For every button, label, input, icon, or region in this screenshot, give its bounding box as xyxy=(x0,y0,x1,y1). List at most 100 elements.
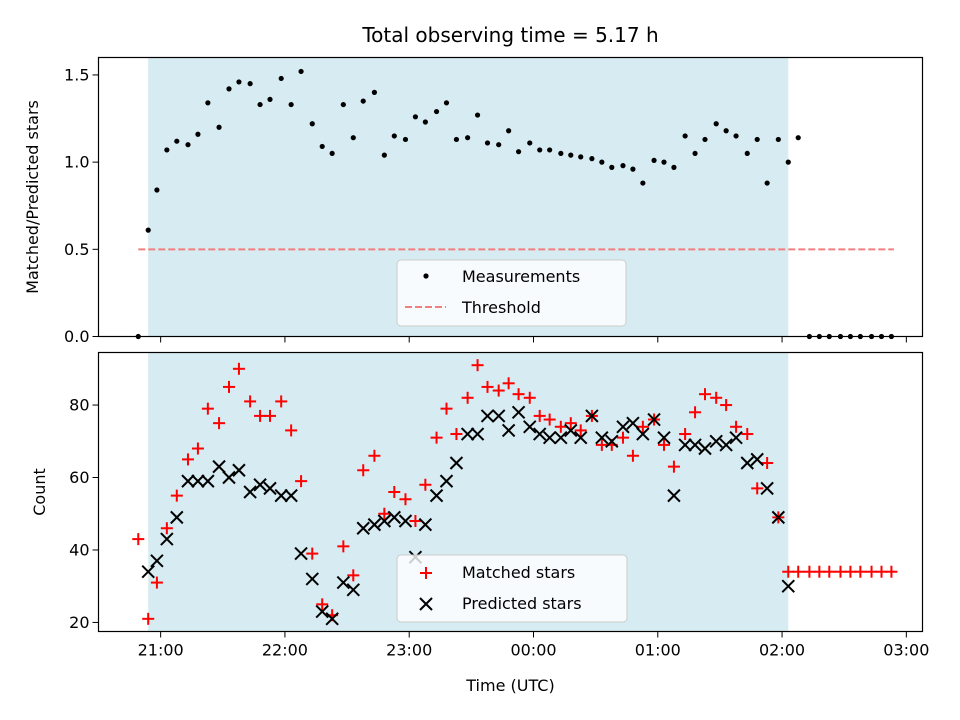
measurement-point xyxy=(661,159,667,165)
predicted-point xyxy=(585,409,599,423)
matched-point xyxy=(792,565,805,578)
legend: Matched stars Predicted stars xyxy=(396,554,628,623)
matched-point xyxy=(160,522,173,535)
plot-frame xyxy=(97,351,924,633)
predicted-point xyxy=(141,565,155,579)
predicted-point xyxy=(222,470,236,485)
predicted-point xyxy=(232,463,246,477)
chart-title: Total observing time = 5.17 h xyxy=(361,23,658,47)
predicted-point xyxy=(709,434,723,448)
measurement-point xyxy=(651,157,657,163)
predicted-point-b xyxy=(439,474,454,488)
predicted-point xyxy=(636,427,650,441)
matched-point xyxy=(679,428,692,441)
x-tick-label: 01:00 xyxy=(635,641,681,660)
predicted-point-b xyxy=(585,409,599,423)
predicted-point xyxy=(336,575,351,590)
predicted-point-b xyxy=(201,474,215,488)
predicted-point xyxy=(305,572,319,586)
measurement-point xyxy=(247,81,253,87)
predicted-point xyxy=(201,474,215,488)
predicted-point-b xyxy=(667,488,681,503)
predicted-point xyxy=(564,423,578,438)
matched-point xyxy=(667,460,680,473)
predicted-point-b xyxy=(626,416,640,430)
y-tick-label: 80 xyxy=(69,396,89,415)
matched-point xyxy=(885,565,898,578)
predicted-point-b xyxy=(274,488,288,503)
matched-point xyxy=(244,395,257,408)
matched-point xyxy=(854,565,867,578)
measurement-point xyxy=(515,149,522,155)
predicted-point-b xyxy=(160,532,174,546)
measurement-point xyxy=(795,135,801,141)
measurement-point xyxy=(319,143,325,150)
measurement-point xyxy=(568,152,574,158)
predicted-point-b xyxy=(263,481,277,496)
measurement-point xyxy=(547,147,553,153)
matched-point xyxy=(564,417,577,430)
measurement-point xyxy=(682,133,688,139)
predicted-point xyxy=(626,416,640,430)
predicted-point-b xyxy=(657,430,671,445)
predicted-point-b xyxy=(346,583,360,597)
predicted-point xyxy=(523,420,537,434)
predicted-point-b xyxy=(336,575,351,590)
predicted-point-b xyxy=(511,405,526,419)
predicted-point-b xyxy=(636,427,650,441)
measurement-point xyxy=(733,133,739,139)
predicted-point xyxy=(191,474,205,488)
predicted-point xyxy=(274,488,288,503)
y-tick-label: 1.0 xyxy=(64,153,89,172)
predicted-point xyxy=(377,514,392,528)
predicted-point-b xyxy=(574,430,588,445)
matched-point xyxy=(409,514,422,527)
measurement-point xyxy=(764,180,770,186)
measurement-point xyxy=(785,159,791,165)
predicted-point xyxy=(243,485,257,499)
x-tick-label: 23:00 xyxy=(386,641,432,660)
measurement-point xyxy=(309,121,315,127)
predicted-point-b xyxy=(294,546,308,561)
predicted-point-b xyxy=(678,438,692,452)
predicted-point xyxy=(449,456,464,470)
count-panel: 20 40 60 80 21:00 22:00 23:00 00:00 01:00 02:00 0… xyxy=(30,351,929,695)
measurement-point xyxy=(185,142,191,148)
x-tick-label: 02:00 xyxy=(759,641,805,660)
predicted-point-b xyxy=(729,430,743,445)
predicted-point-b xyxy=(688,438,702,452)
predicted-point-b xyxy=(315,604,329,619)
matched-point xyxy=(699,388,712,401)
measurement-point xyxy=(599,159,605,165)
predicted-point-b xyxy=(325,612,339,626)
measurement-point xyxy=(640,180,646,186)
measurement-point xyxy=(578,154,584,160)
predicted-point xyxy=(439,474,454,488)
measurement-point xyxy=(692,150,698,157)
matched-point xyxy=(710,391,723,404)
y-tick-label: 20 xyxy=(69,613,89,632)
matched-point xyxy=(481,380,494,393)
predicted-point-b xyxy=(305,572,319,586)
measurement-point xyxy=(465,135,471,141)
predicted-point-b xyxy=(449,456,464,470)
predicted-point-b xyxy=(398,514,413,528)
measurement-point xyxy=(391,133,397,139)
predicted-point xyxy=(667,488,681,503)
matched-point xyxy=(720,399,733,412)
y-tick-label: 0.5 xyxy=(64,240,89,259)
predicted-point xyxy=(429,488,444,503)
matched-point xyxy=(419,478,432,491)
measurement-point xyxy=(443,100,450,106)
predicted-point-b xyxy=(781,579,795,593)
predicted-point xyxy=(460,427,475,441)
x-tick-label: 21:00 xyxy=(138,641,184,660)
legend-marker-predicted xyxy=(419,597,433,611)
measurement-point xyxy=(340,101,346,108)
predicted-point xyxy=(418,517,433,532)
measurement-point xyxy=(506,128,512,134)
predicted-point-b xyxy=(595,430,609,445)
predicted-point-b xyxy=(740,456,754,470)
predicted-point xyxy=(729,430,743,445)
measurement-point xyxy=(226,86,232,92)
